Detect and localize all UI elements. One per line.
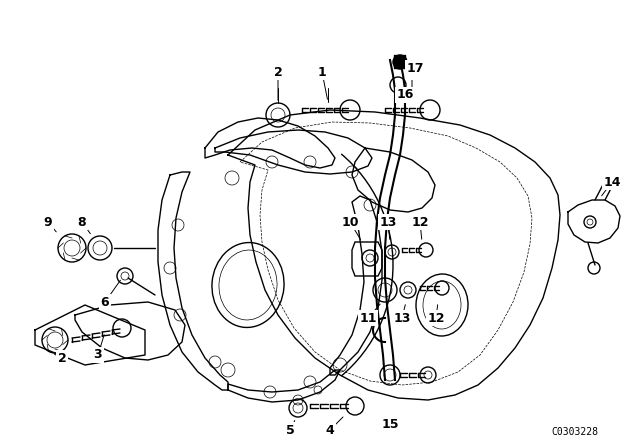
Text: C0303228: C0303228 (552, 427, 598, 437)
Circle shape (393, 55, 407, 69)
Text: 15: 15 (381, 418, 399, 431)
Text: 17: 17 (406, 61, 424, 74)
Text: 2: 2 (274, 65, 282, 78)
Text: 2: 2 (58, 352, 67, 365)
Text: 8: 8 (77, 215, 86, 228)
Text: 4: 4 (326, 423, 334, 436)
Text: 11: 11 (359, 311, 377, 324)
Text: 12: 12 (428, 311, 445, 324)
Text: 5: 5 (285, 423, 294, 436)
Text: 14: 14 (604, 176, 621, 189)
Text: 13: 13 (380, 215, 397, 228)
Text: 10: 10 (341, 215, 359, 228)
Text: 7: 7 (408, 65, 417, 78)
Text: 12: 12 (412, 215, 429, 228)
Text: 6: 6 (100, 296, 109, 309)
Text: 3: 3 (93, 349, 102, 362)
Text: 1: 1 (317, 65, 326, 78)
Text: 13: 13 (394, 311, 411, 324)
Text: 16: 16 (396, 89, 413, 102)
Text: 9: 9 (44, 215, 52, 228)
